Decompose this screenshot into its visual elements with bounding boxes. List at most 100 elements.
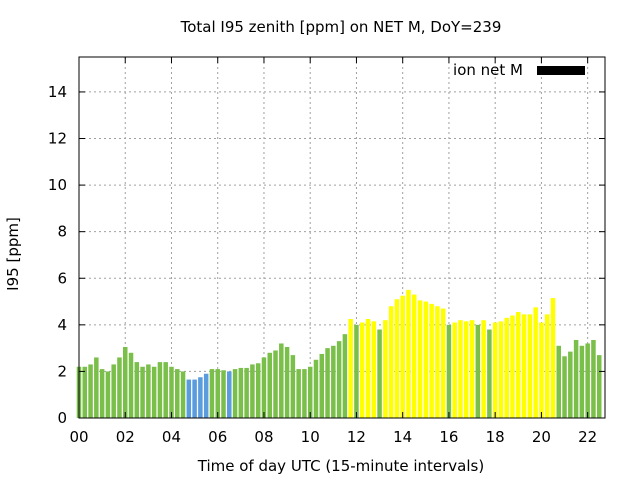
bar [151,366,157,418]
bar [232,369,238,418]
bar [464,321,469,418]
bar [99,369,105,418]
bar [342,334,348,418]
bar [88,364,93,418]
bar [221,370,226,418]
bar [209,369,215,418]
bar [163,362,168,418]
bar [273,350,278,418]
bar [411,294,417,418]
bar [591,339,596,418]
y-tick-label: 8 [57,223,67,241]
bar [192,379,197,418]
bar [435,306,440,418]
bar [290,355,296,418]
bar [469,320,475,418]
bar [458,320,463,418]
bar [492,322,498,418]
bar [475,324,481,418]
bar [365,319,371,418]
bar [244,367,249,418]
bar [105,371,111,418]
y-tick-label: 14 [48,83,67,101]
bar [94,357,99,418]
y-tick-label: 4 [57,316,67,334]
bar [331,345,336,418]
bar [279,343,284,418]
chart-title: Total I95 zenith [ppm] on NET M, DoY=239 [180,18,502,36]
bar [539,322,544,418]
bar [180,371,186,418]
bar [82,366,88,418]
bar [556,345,562,418]
bar [388,306,394,418]
bar [417,300,423,418]
bar [596,355,602,418]
bar [134,362,140,418]
bar [406,289,411,418]
x-tick-label: 06 [208,428,227,446]
bar [169,366,174,418]
bar [550,298,556,418]
x-tick-label: 14 [393,428,412,446]
x-tick-label: 22 [578,428,597,446]
x-tick-label: 10 [301,428,320,446]
bar [186,379,192,418]
legend-swatch [537,66,585,75]
bar [533,307,538,418]
bar [122,346,128,418]
y-tick-label: 10 [48,176,67,194]
y-tick-label: 0 [57,409,67,427]
bar [498,321,504,418]
bar [516,312,521,418]
plot-frame [78,56,606,419]
bar [117,357,122,418]
x-tick-label: 02 [116,428,135,446]
bar [481,320,486,418]
bar [302,369,307,418]
bar [348,319,353,418]
bar [579,345,585,418]
bar [307,366,313,418]
bar [111,364,116,418]
bar [383,320,388,418]
bar [146,364,151,418]
bar [585,343,590,418]
y-tick-label: 2 [57,362,67,380]
bar [250,364,255,418]
bar [140,366,145,418]
x-tick-label: 16 [439,428,458,446]
bar [296,369,301,418]
bar [446,324,452,418]
bar [562,356,567,418]
bar [325,348,330,418]
bar [544,314,550,418]
bar [371,321,377,418]
legend: ion net M [453,61,585,79]
bar [157,362,163,418]
bar [175,369,180,418]
bar [423,301,429,418]
bar [313,359,319,418]
x-tick-label: 00 [69,428,88,446]
bar [487,329,492,418]
x-tick-label: 18 [486,428,505,446]
bar [504,317,509,418]
bar [255,363,261,418]
bar [227,371,232,418]
bar [377,329,382,418]
bar [261,357,267,418]
bar [128,352,134,418]
x-axis-label: Time of day UTC (15-minute intervals) [197,457,484,475]
x-tick-label: 08 [254,428,273,446]
bar [238,367,244,418]
bar [354,324,359,418]
bar [452,322,457,418]
bar [359,322,365,418]
x-tick-label: 20 [532,428,551,446]
bar [284,346,290,418]
y-tick-label: 6 [57,269,67,287]
bar [510,315,515,418]
y-tick-label: 12 [48,130,67,148]
